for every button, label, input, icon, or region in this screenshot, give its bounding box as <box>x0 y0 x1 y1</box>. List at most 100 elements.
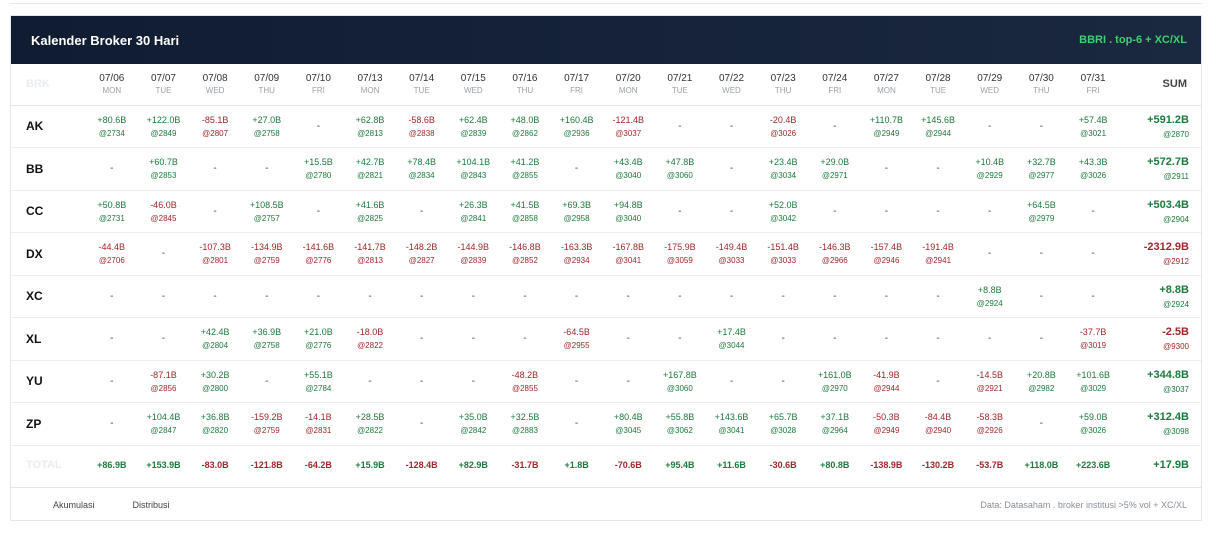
flow-cell: - <box>936 375 940 387</box>
avg-price: @2845 <box>150 213 177 223</box>
avg-price: @2758 <box>253 128 280 138</box>
avg-price: @2822 <box>357 426 383 436</box>
avg-price: @2921 <box>976 383 1003 393</box>
total-cell: +118.0B <box>1024 460 1059 471</box>
flow-cell: - <box>523 333 527 345</box>
net-value: -87.1B <box>150 369 177 380</box>
avg-price: @2813 <box>357 128 383 138</box>
total-row: TOTAL +86.9B +153.9B -83.0B -121.8B -64.2B +15… <box>11 445 1201 485</box>
row-sum-cell: +312.4B @3098 <box>1119 403 1201 446</box>
total-cell: +15.9B <box>355 460 385 471</box>
broker-code: YU <box>26 374 43 389</box>
date-label: 07/23 <box>770 73 796 85</box>
total-cell: +86.9B <box>97 460 127 471</box>
date-column-header: 07/21 TUE <box>654 64 706 106</box>
net-value: +104.4B <box>146 412 181 423</box>
avg-price: @3060 <box>666 171 693 181</box>
net-value: -20.4B <box>769 114 797 125</box>
flow-cell: -157.4B @2946 <box>861 233 913 276</box>
avg-price: @2924 <box>976 298 1003 308</box>
avg-price: @3021 <box>1080 128 1107 138</box>
broker-row[interactable]: XL - - +42.4B @2804 +36.9B @2758 +21.0B @2776 -18… <box>11 318 1201 361</box>
date-label: 07/10 <box>305 73 331 85</box>
broker-row[interactable]: XC - - - - - - - - - - - - - - - - - +8.8B @2924 - - +8.8B @292… <box>11 275 1201 318</box>
flow-cell: +43.4B @3040 <box>602 148 654 191</box>
avg-price: @2734 <box>98 128 125 138</box>
flow-cell: - <box>936 333 940 345</box>
flow-cell: -141.6B @2776 <box>293 233 345 276</box>
net-value: -151.4B <box>767 242 799 253</box>
flow-cell: -151.4B @3033 <box>757 233 809 276</box>
net-value: +48.0B <box>510 114 540 125</box>
weekday-label: MON <box>877 86 896 96</box>
avg-price: @2934 <box>563 256 590 266</box>
date-label: 07/07 <box>150 73 176 85</box>
flow-cell: - <box>884 205 889 217</box>
broker-row[interactable]: DX -44.4B @2706- -107.3B @2801 -134.9B @2759 -1… <box>11 233 1201 276</box>
flow-cell: +52.0B @3042 <box>757 190 809 233</box>
net-value: +41.2B <box>510 157 540 168</box>
avg-price: @3041 <box>718 426 745 436</box>
row-sum-cell: -2312.9B @2912 <box>1119 233 1201 276</box>
broker-code: BB <box>26 161 44 176</box>
flow-cell: +47.8B @3060 <box>654 148 706 191</box>
flow-cell: -146.3B @2966 <box>809 233 861 276</box>
flow-cell: -58.6B @2838 <box>396 105 448 148</box>
flow-cell: - <box>368 290 372 302</box>
flow-cell: +27.0B @2758 <box>241 105 293 148</box>
flow-cell: +36.8B @2820 <box>189 403 241 446</box>
avg-price: @3042 <box>770 213 797 223</box>
flow-cell: +36.9B @2758 <box>241 318 293 361</box>
flow-cell: +104.1B @2843 <box>447 148 499 191</box>
flow-cell: - <box>988 205 992 217</box>
avg-price: @2936 <box>563 128 590 138</box>
sum-avg-price: @2870 <box>1163 129 1189 139</box>
flow-cell: - <box>936 163 940 175</box>
broker-row[interactable]: YU - -87.1B @2856 +30.2B @2800 - +55.1B @2784 - - -… <box>11 360 1201 403</box>
flow-cell: - <box>213 290 217 302</box>
avg-price: @2759 <box>253 256 280 266</box>
net-value: -14.1B <box>305 412 332 423</box>
flow-cell: -14.5B @2921 <box>964 360 1016 403</box>
net-value: -163.3B <box>560 242 593 253</box>
row-sum-cell: +503.4B @2904 <box>1119 190 1201 233</box>
date-label: 07/06 <box>99 73 125 85</box>
weekday-label: MON <box>618 86 638 96</box>
total-cell: -130.2B <box>922 460 955 471</box>
flow-cell: - <box>884 163 889 175</box>
flow-cell: - <box>419 290 424 302</box>
net-value: +43.4B <box>613 157 643 168</box>
sum-avg-price: @2911 <box>1163 172 1189 182</box>
avg-price: @3029 <box>1080 383 1107 393</box>
avg-price: @2856 <box>150 383 177 393</box>
avg-price: @2944 <box>873 383 900 393</box>
data-source-note: Data: Datasaham . broker institusi >5% v… <box>980 499 1187 510</box>
flow-cell: - <box>419 375 424 387</box>
broker-row[interactable]: CC +50.8B @2731 -46.0B @2845 - +108.5B @2757 - +4… <box>11 190 1201 233</box>
avg-price: @2820 <box>202 426 229 436</box>
broker-row[interactable]: ZP - +104.4B @2847 +36.8B @2820 -159.2B @2759 -1… <box>11 403 1201 446</box>
flow-cell: - <box>471 333 475 345</box>
date-label: 07/17 <box>564 73 590 85</box>
flow-cell: - <box>161 333 166 345</box>
total-cell: -138.9B <box>870 460 903 471</box>
broker-row[interactable]: AK +80.6B @2734 +122.0B @2849 -85.1B @2807 +27.… <box>11 105 1201 148</box>
avg-price: @2966 <box>821 256 848 266</box>
sum-value: -2312.9B <box>1143 241 1189 254</box>
date-column-header: 07/06 MON <box>86 64 138 106</box>
avg-price: @3033 <box>718 256 745 266</box>
avg-price: @2807 <box>202 128 229 138</box>
weekday-label: WED <box>463 86 483 96</box>
flow-cell: - <box>678 205 682 217</box>
net-value: +21.0B <box>303 327 333 338</box>
net-value: +42.4B <box>200 327 230 338</box>
net-value: +10.4B <box>975 157 1005 168</box>
date-label: 07/13 <box>357 73 383 85</box>
avg-price: @3026 <box>770 128 797 138</box>
card-header: Kalender Broker 30 Hari BBRI . top-6 + X… <box>11 16 1201 64</box>
broker-row[interactable]: BB - +60.7B @2853 - - +15.5B @2780 +42.7B @2821 +7… <box>11 148 1201 191</box>
date-label: 07/14 <box>409 73 435 85</box>
sum-value: +344.8B <box>1147 368 1189 381</box>
net-value: -37.7B <box>1079 327 1107 338</box>
date-label: 07/27 <box>873 73 899 85</box>
